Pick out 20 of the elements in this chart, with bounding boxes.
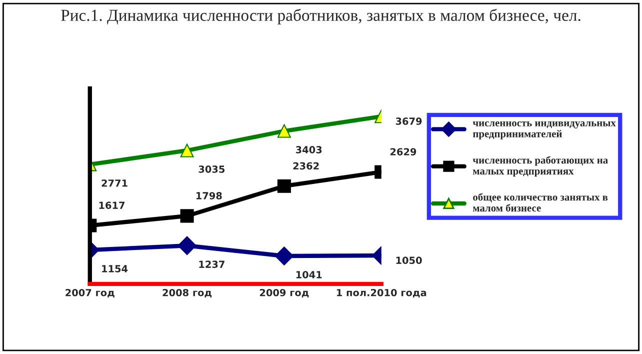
data-label: 3679 <box>396 118 422 125</box>
chart-title: Рис.1. Динамика численности работников, занятых в малом бизнесе, чел. <box>61 8 580 24</box>
x-tick-label: 2007 год <box>66 288 114 298</box>
data-label: 2362 <box>293 162 319 170</box>
data-label: 1798 <box>196 192 222 200</box>
x-tick-label: 1 пол.2010 года <box>336 288 426 298</box>
data-label: 1154 <box>102 265 128 272</box>
data-label: 1237 <box>199 260 224 268</box>
x-tick-label: 2008 год <box>162 288 212 298</box>
data-label: 2771 <box>102 179 128 187</box>
data-label: 2629 <box>390 148 416 156</box>
legend-label: численность индивидуальных предпринимателей <box>472 121 616 140</box>
data-label: 3035 <box>198 165 225 173</box>
legend-label: общее количество занятых в малом бизнесе <box>472 193 608 212</box>
legend-label: численность работающих на малых предприятиях <box>472 156 608 177</box>
data-label: 1617 <box>99 202 124 209</box>
data-label: 1041 <box>296 271 322 278</box>
data-label: 3403 <box>296 146 322 154</box>
data-label: 1050 <box>396 256 422 264</box>
x-tick-label: 2009 год <box>260 288 309 298</box>
